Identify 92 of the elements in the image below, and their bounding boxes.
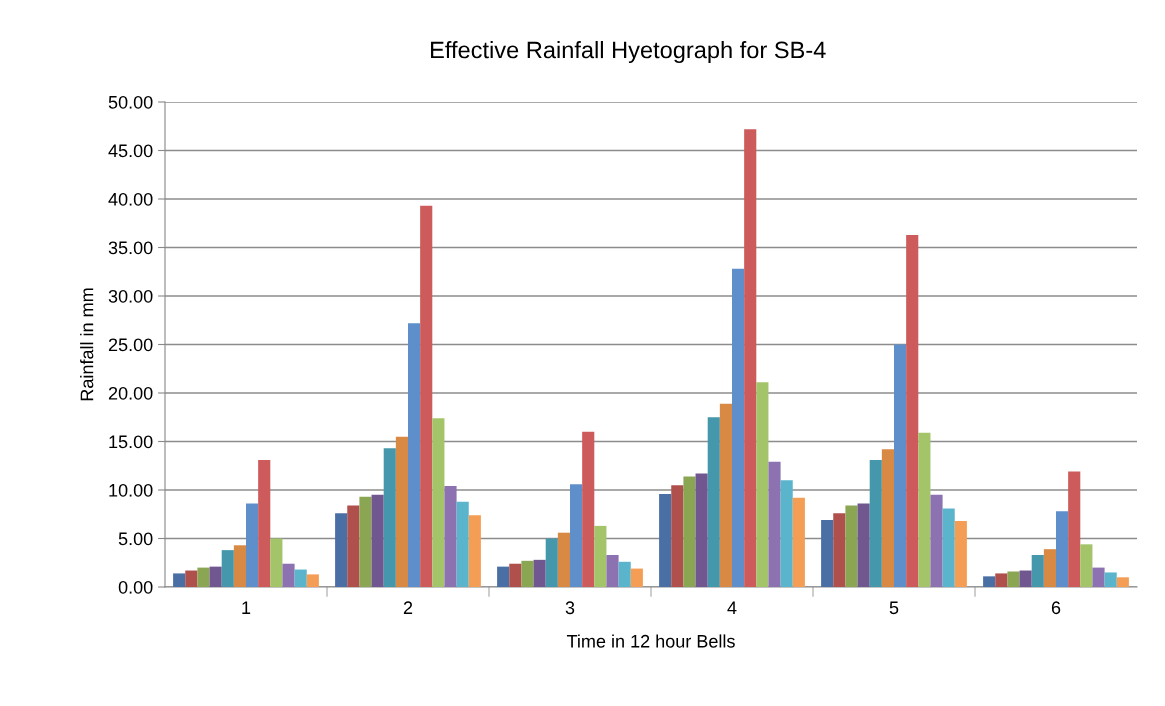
bar <box>246 503 259 587</box>
bar <box>233 545 246 587</box>
bar <box>371 494 384 587</box>
bar <box>995 573 1008 587</box>
bar <box>707 417 720 587</box>
bar <box>335 513 348 587</box>
bar <box>845 505 858 587</box>
bar <box>606 554 619 587</box>
y-tick-label: 10.00 <box>109 483 153 497</box>
y-tick-label: 40.00 <box>108 192 153 206</box>
bar <box>1080 544 1093 587</box>
bar <box>497 566 510 587</box>
y-tick-label: 30.00 <box>108 289 153 303</box>
bar <box>792 497 805 587</box>
y-tick-label: 45.00 <box>108 144 153 158</box>
bar <box>719 403 732 587</box>
bar <box>420 205 433 587</box>
y-tick-label: 0.00 <box>118 580 153 594</box>
bar <box>185 570 198 587</box>
bar <box>1007 571 1020 587</box>
bar <box>671 485 684 587</box>
bar <box>533 559 546 587</box>
bar <box>395 436 408 587</box>
x-axis-title: Time in 12 hour Bells <box>566 634 735 648</box>
bar <box>1019 570 1032 587</box>
bar <box>732 268 745 587</box>
bar <box>557 532 570 587</box>
bar <box>695 473 708 587</box>
bar <box>857 503 870 587</box>
bar <box>173 573 186 587</box>
bar <box>197 567 210 587</box>
bar <box>983 576 996 587</box>
bar <box>270 538 283 587</box>
x-tick-label: 4 <box>727 601 737 614</box>
x-tick-label: 6 <box>1051 601 1061 615</box>
y-tick-label: 35.00 <box>108 241 153 255</box>
bar <box>545 538 558 587</box>
bar <box>306 574 319 587</box>
bar <box>906 234 919 587</box>
bar <box>630 568 643 587</box>
x-tick-label: 5 <box>889 601 899 615</box>
bar <box>1116 577 1129 587</box>
bar <box>509 563 522 587</box>
bar <box>209 566 222 587</box>
bar <box>881 449 894 587</box>
bar <box>258 459 271 587</box>
bar <box>918 432 931 587</box>
bar <box>780 480 793 587</box>
x-tick-label: 3 <box>565 601 575 615</box>
bar <box>294 569 307 587</box>
bar <box>432 418 445 587</box>
bar <box>1056 511 1069 587</box>
bar <box>582 431 595 587</box>
bar <box>1068 471 1081 587</box>
bar <box>869 459 882 587</box>
bar <box>1104 572 1117 587</box>
bar <box>744 129 757 587</box>
bar <box>942 508 955 587</box>
bar <box>894 344 907 587</box>
y-tick-label: 50.00 <box>108 95 153 109</box>
y-tick-label: 20.00 <box>108 386 153 400</box>
chart-title: Effective Rainfall Hyetograph for SB-4 <box>431 41 826 63</box>
bar <box>756 382 769 587</box>
bar <box>521 560 534 587</box>
bar <box>456 501 469 587</box>
bar <box>768 461 781 587</box>
bar <box>383 448 396 587</box>
bar <box>408 323 421 587</box>
y-tick-label: 25.00 <box>108 338 153 352</box>
bar <box>570 484 583 587</box>
bar <box>282 563 295 587</box>
bar <box>594 525 607 587</box>
bar <box>659 493 672 587</box>
bar <box>1043 549 1056 587</box>
bar <box>1092 567 1105 587</box>
bar <box>444 486 457 587</box>
bar <box>954 521 967 587</box>
bar <box>347 505 360 587</box>
bar <box>833 513 846 587</box>
bar <box>221 550 234 587</box>
y-axis-title: Rainfall in mm <box>80 288 94 401</box>
bar <box>618 561 631 587</box>
x-tick-label: 1 <box>242 601 251 614</box>
y-tick-label: 5.00 <box>118 532 153 546</box>
y-tick-label: 15.00 <box>109 435 153 449</box>
bar <box>930 494 943 587</box>
bar <box>1031 554 1044 587</box>
bar <box>821 520 834 587</box>
x-tick-label: 2 <box>403 601 413 614</box>
bar <box>468 515 481 587</box>
bar <box>683 476 696 587</box>
bar <box>359 496 372 587</box>
